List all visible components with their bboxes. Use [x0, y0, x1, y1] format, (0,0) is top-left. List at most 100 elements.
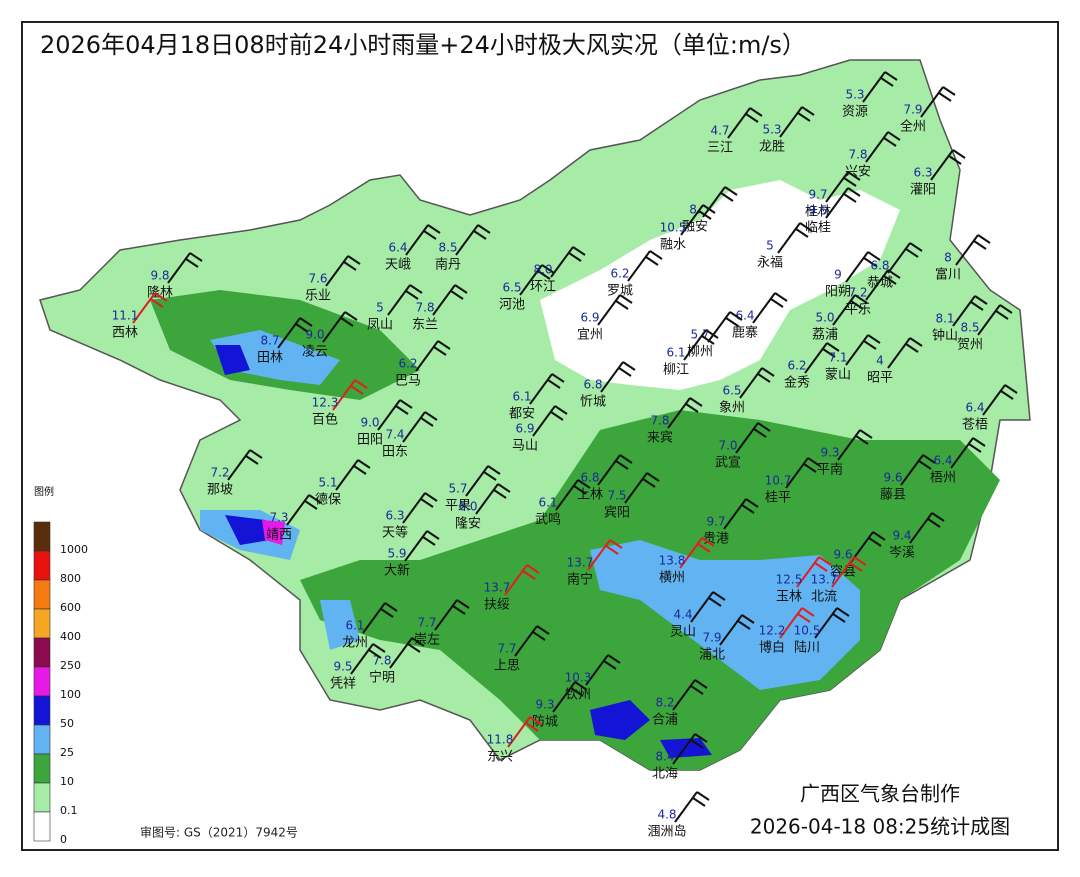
station-value: 10.5	[794, 624, 821, 638]
station-value: 6.4	[933, 454, 952, 468]
wind-barb-feather	[550, 411, 564, 421]
wind-barb-staff	[796, 556, 820, 588]
station-value: 6.1	[345, 619, 364, 633]
wind-barb-feather	[456, 599, 470, 609]
wind-barb-staff	[679, 537, 703, 569]
station-value: 6.9	[580, 311, 599, 325]
wind-barb-feather	[577, 479, 591, 489]
wind-barb-feather	[737, 620, 751, 630]
station-value: 10.5	[660, 221, 687, 235]
wind-barb-staff	[900, 454, 924, 486]
wind-barb-staff	[277, 317, 301, 349]
wind-barb-staff	[831, 556, 855, 588]
station-name: 博白	[759, 640, 785, 656]
legend-swatch	[33, 695, 51, 726]
wind-barb-feather	[690, 739, 704, 749]
wind-barb-feather	[424, 492, 438, 502]
station-value: 9	[834, 268, 842, 282]
station-name: 罗城	[607, 284, 633, 299]
station-name: 钦州	[565, 688, 591, 703]
wind-barb-feather	[407, 643, 421, 653]
station-name: 贵港	[703, 532, 729, 547]
station-name: 北海	[652, 767, 678, 782]
station-value: 8.	[689, 203, 700, 217]
wind-barb-staff	[804, 342, 828, 374]
wind-barb-feather	[708, 597, 722, 607]
station-value: 8.7	[260, 334, 279, 348]
wind-barb-feather	[948, 155, 962, 165]
wind-barb-staff	[707, 311, 731, 343]
station-value: 13.8	[659, 554, 686, 568]
station-name: 宜州	[577, 328, 603, 343]
wind-barb-staff	[597, 454, 621, 486]
station-name: 梧州	[930, 471, 956, 486]
wind-barb-feather	[761, 367, 775, 377]
station-name: 靖西	[266, 528, 292, 543]
station-value: 6.5	[502, 281, 521, 295]
station-name: 天等	[382, 525, 408, 541]
station-value: 9.3	[820, 446, 839, 460]
wind-barb-feather	[420, 498, 434, 508]
wind-barb-feather	[855, 435, 869, 445]
wind-barb-feather	[353, 465, 367, 475]
station-value: 5.7	[448, 482, 467, 496]
station-name: 平南	[817, 462, 843, 478]
station-name: 三江	[707, 141, 733, 156]
wind-barb-feather	[849, 562, 863, 572]
station-value: 12.3	[312, 396, 339, 410]
station-name: 贺州	[957, 338, 983, 353]
wind-barb-feather	[952, 149, 966, 159]
wind-barb-feather	[343, 261, 357, 271]
wind-barb-staff	[719, 614, 743, 646]
wind-barb-staff	[402, 492, 426, 524]
station-value: 13.7	[567, 556, 594, 570]
wind-barb-feather	[646, 472, 660, 482]
wind-barb-feather	[619, 294, 633, 304]
station-name: 阳朔	[825, 285, 851, 300]
station-name: 来宾	[647, 430, 673, 446]
legend-label: 0.1	[60, 804, 78, 817]
wind-barb-staff	[950, 437, 974, 469]
station-name: 南宁	[567, 572, 593, 588]
wind-barb-feather	[807, 457, 821, 467]
wind-barb-feather	[189, 252, 203, 262]
wind-barb-feather	[522, 570, 536, 580]
wind-barb-feather	[649, 250, 663, 260]
station-name: 横州	[659, 571, 685, 586]
wind-barb-feather	[154, 292, 168, 302]
wind-barb-feather	[999, 304, 1013, 314]
legend-label: 600	[60, 601, 81, 614]
wind-barb-feather	[554, 405, 568, 415]
station-value: 10.7	[765, 474, 792, 488]
station-value: 9.6	[883, 471, 902, 485]
station-value: 9.5	[808, 204, 827, 218]
station-value: 6.5	[722, 384, 741, 398]
station-name: 东兰	[412, 318, 438, 333]
wind-barb-feather	[797, 112, 811, 122]
station-name: 田阳	[357, 433, 383, 448]
wind-barb-feather	[574, 681, 588, 691]
wind-barb-feather	[450, 290, 464, 300]
station-name: 凤山	[367, 318, 393, 333]
station-value: 8.5	[438, 241, 457, 255]
wind-barb-feather	[822, 348, 836, 358]
wind-barb-staff	[405, 224, 429, 256]
station-name: 宁明	[369, 670, 395, 686]
station-name: 兴安	[845, 165, 871, 180]
station-name: 上思	[494, 659, 520, 674]
station-name: 桂林	[805, 205, 831, 220]
station-name: 宾阳	[604, 505, 630, 521]
wind-barb-feather	[887, 131, 901, 141]
wind-barb-staff	[977, 304, 1001, 336]
station-name: 龙州	[342, 636, 368, 651]
wind-barb-feather	[832, 613, 846, 623]
wind-barb-staff	[739, 367, 763, 399]
station-name: 乐业	[305, 289, 331, 304]
wind-barb-staff	[465, 465, 489, 497]
wind-barb-feather	[847, 187, 861, 197]
station-name: 百色	[312, 412, 338, 428]
wind-barb-staff	[335, 459, 359, 491]
wind-barb-staff	[727, 107, 751, 139]
station-value: 6.9	[515, 422, 534, 436]
legend-label: 25	[60, 746, 74, 759]
